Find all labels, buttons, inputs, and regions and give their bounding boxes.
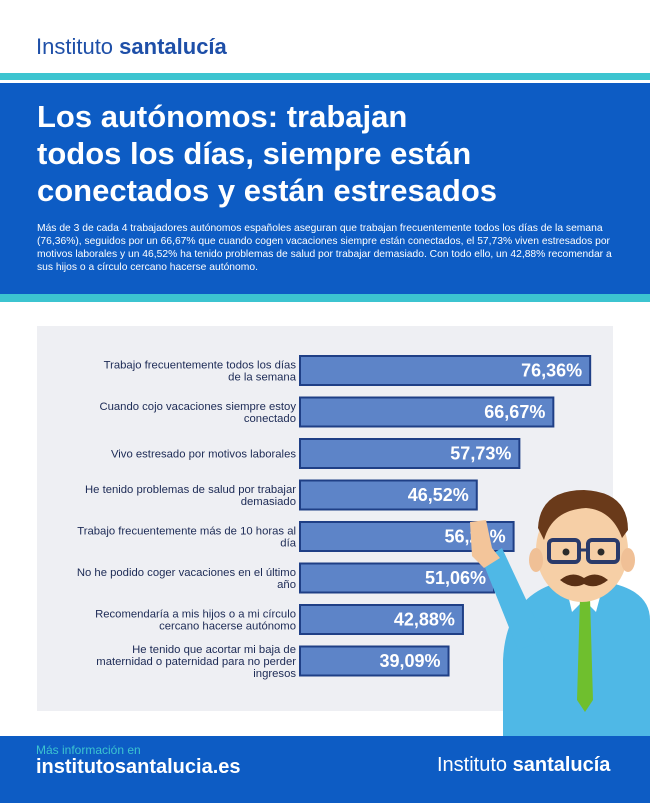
bar-6 — [299, 604, 464, 635]
man-pointing-illustration — [470, 490, 650, 736]
category-label: Vivo estresado por motivos laborales — [111, 449, 296, 461]
bar-value-label: 66,67% — [484, 402, 545, 422]
bar-3 — [299, 479, 478, 511]
category-label: Trabajo frecuentemente más de 10 horas a… — [77, 526, 296, 550]
category-label: Trabajo frecuentemente todos los días de … — [104, 360, 297, 384]
hero-banner — [0, 83, 650, 294]
more-info-text: Más información en — [36, 743, 141, 757]
title-line: Los autónomos: trabajan — [37, 99, 408, 134]
page-title: Los autónomos: trabajan todos los días, … — [37, 98, 597, 209]
logo-text-light: Instituto — [437, 754, 508, 776]
website-link[interactable]: institutosantalucia.es — [36, 756, 241, 778]
bar-7 — [299, 645, 450, 677]
bar-value-label: 39,09% — [379, 651, 440, 671]
footer-brand-logo: Instituto santalucía — [437, 754, 610, 777]
bar-5 — [299, 562, 496, 594]
logo-text-bold: santalucía — [119, 34, 227, 59]
footer-bar — [0, 736, 650, 803]
title-line: todos los días, siempre están — [37, 136, 472, 171]
bar-value-label: 42,88% — [394, 610, 455, 630]
logo-text-bold: santalucía — [512, 754, 611, 776]
brand-logo: Instituto santalucía — [36, 34, 227, 60]
category-label: No he podido coger vacaciones en el últi… — [77, 567, 296, 591]
bar-1 — [299, 396, 555, 428]
top-accent-stripe — [0, 73, 650, 80]
bar-chart: 76,36% Trabajo frecuentemente todos los d… — [77, 355, 650, 736]
category-label: Cuando cojo vacaciones siempre estoy cone… — [99, 401, 296, 425]
hero-bottom-stripe — [0, 294, 650, 302]
category-label: He tenido problemas de salud por trabaja… — [85, 484, 296, 508]
bar-value-label: 51,06% — [425, 568, 486, 588]
category-label: He tenido que acortar mi baja de maternid… — [96, 644, 296, 680]
bar-0 — [299, 355, 592, 386]
bar-2 — [299, 438, 521, 469]
intro-paragraph: Más de 3 de cada 4 trabajadores autónomo… — [37, 223, 612, 273]
bar-value-label: 57,73% — [450, 444, 511, 464]
bar-value-label: 76,36% — [521, 361, 582, 381]
category-label: Recomendaría a mis hijos o a mi círculo c… — [95, 609, 296, 633]
title-line: conectados y están estresados — [37, 173, 498, 208]
bar-value-label: 46,52% — [408, 485, 469, 505]
logo-text-light: Instituto — [36, 34, 114, 59]
bars-layer: 76,36% Trabajo frecuentemente todos los d… — [77, 355, 592, 680]
